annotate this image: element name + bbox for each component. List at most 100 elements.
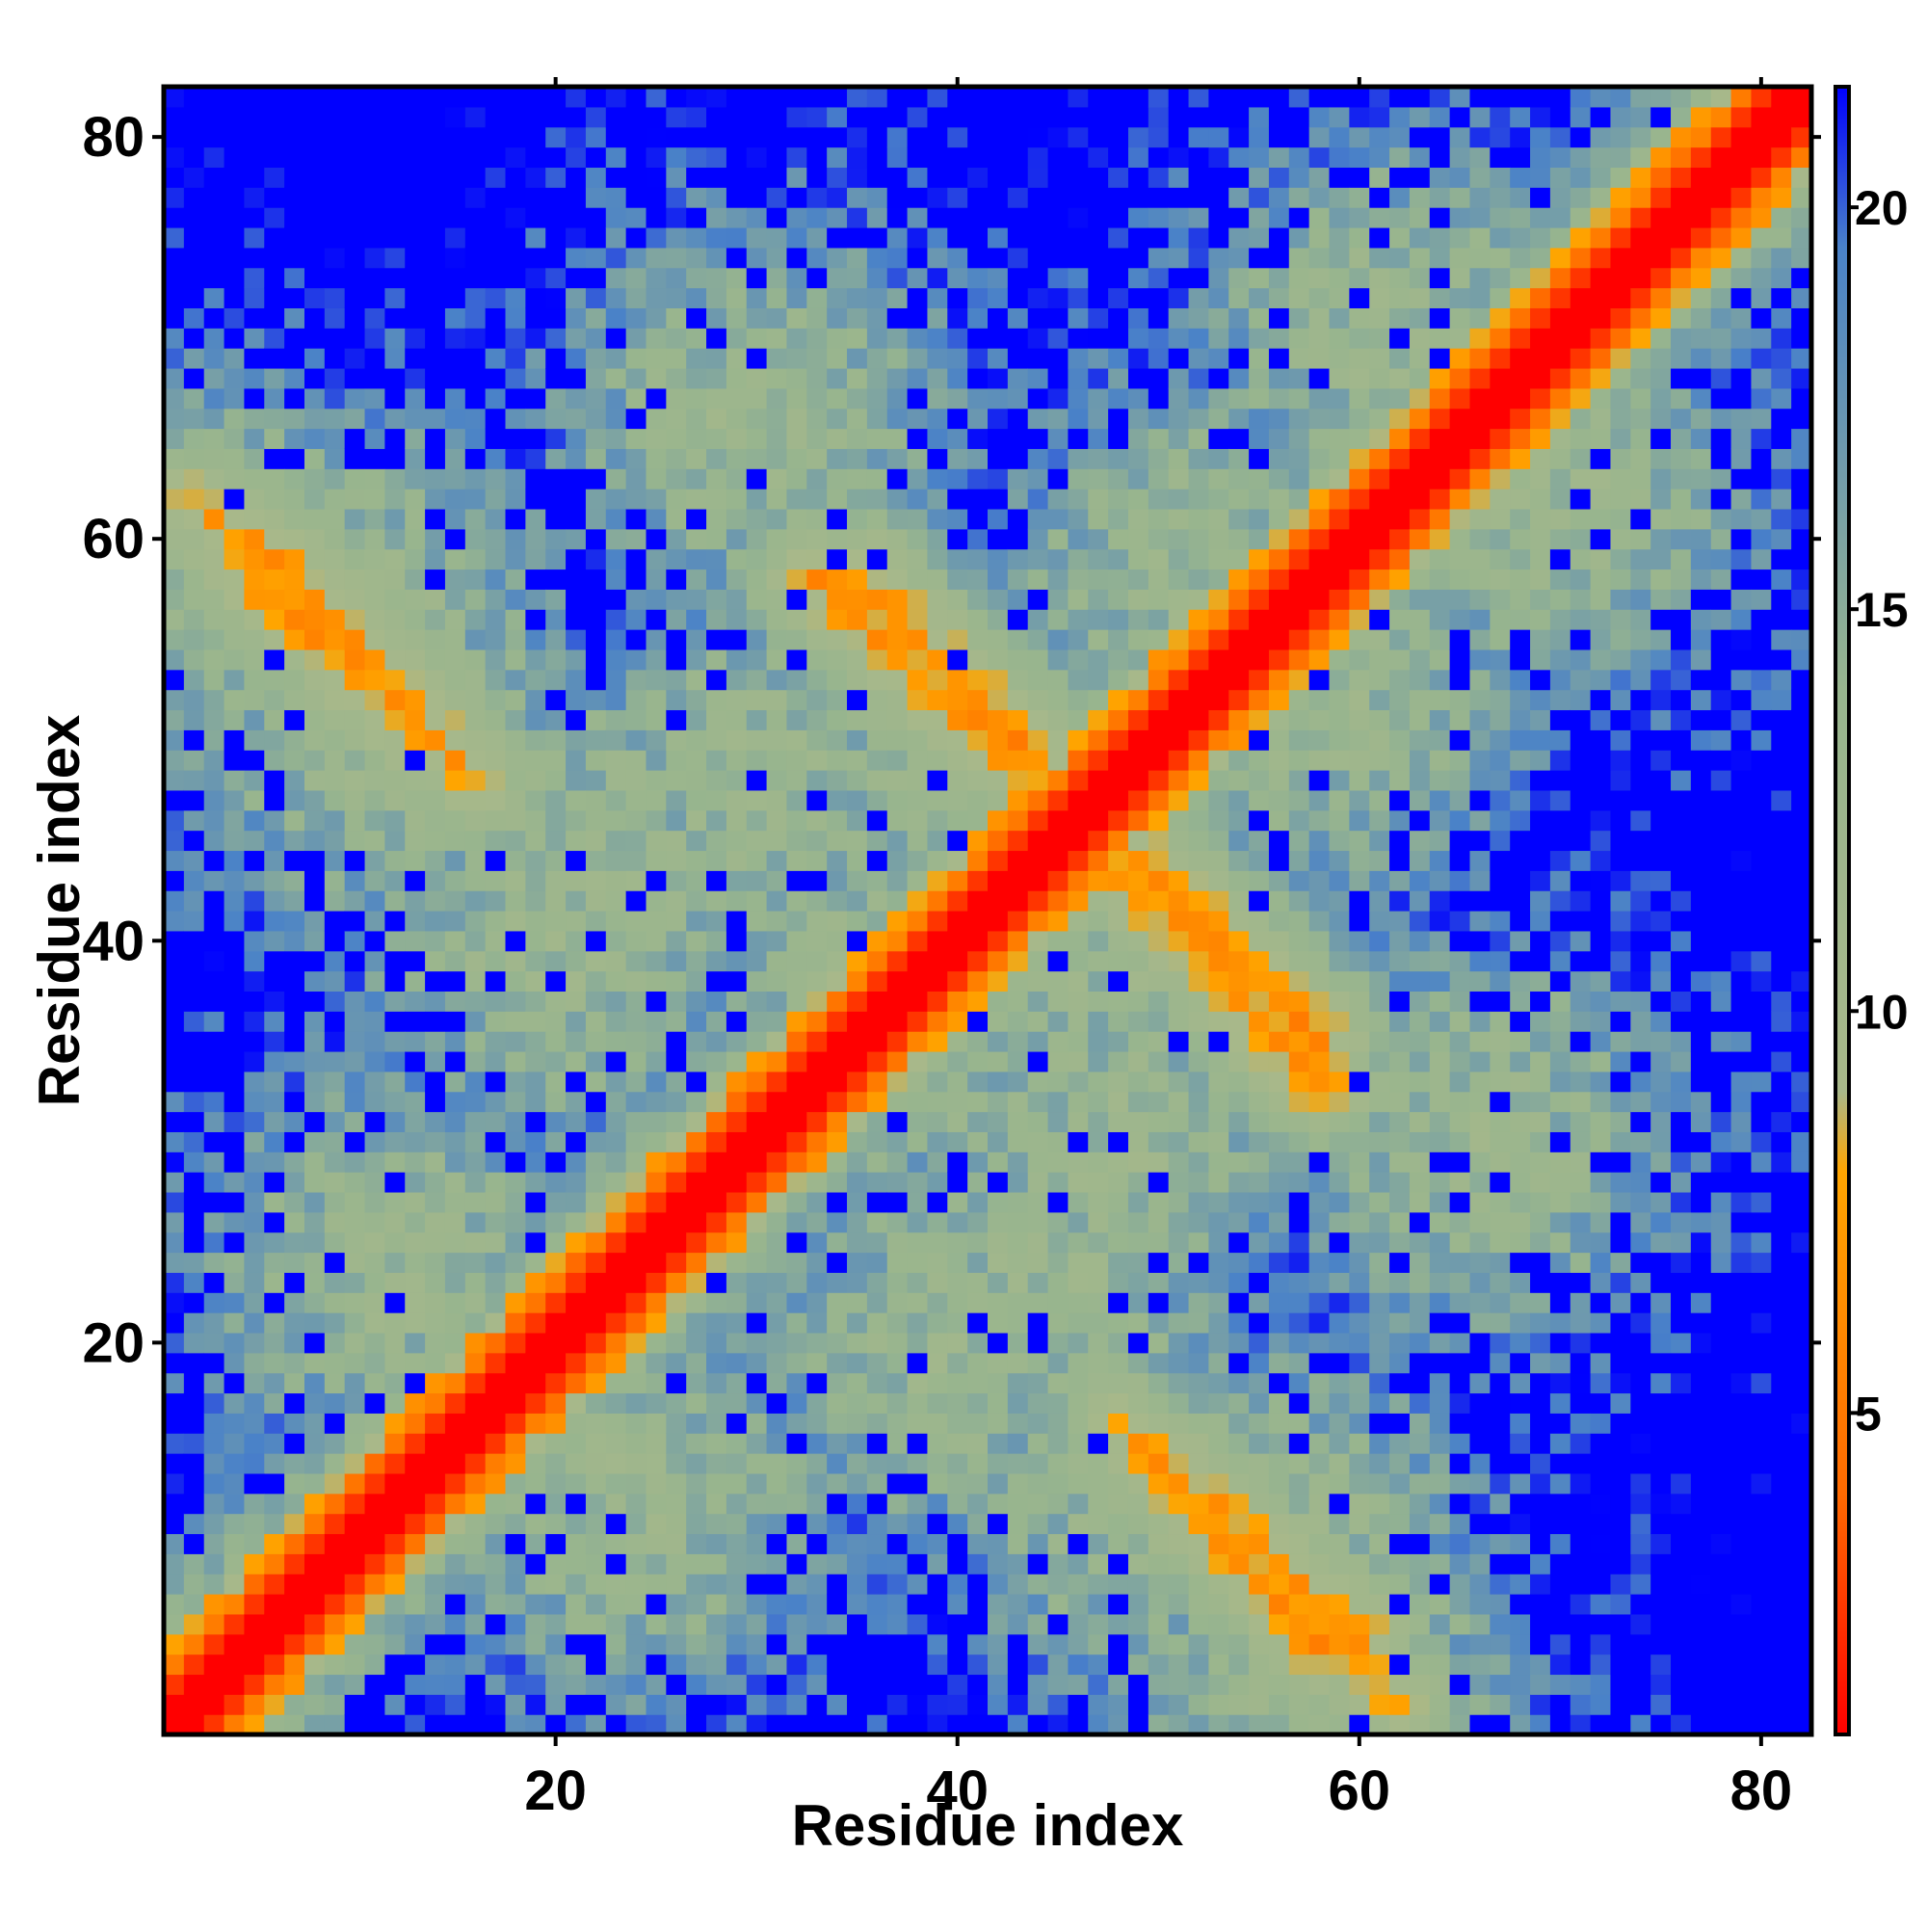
heatmap-cell	[746, 328, 768, 349]
heatmap-cell	[927, 1050, 948, 1072]
heatmap-cell	[786, 890, 807, 912]
heatmap-cell	[1308, 1372, 1331, 1394]
heatmap-cell	[505, 750, 526, 771]
heatmap-cell	[344, 569, 366, 590]
heatmap-cell	[244, 1091, 265, 1113]
heatmap-cell	[666, 1433, 687, 1454]
heatmap-cell	[1047, 609, 1069, 630]
heatmap-cell	[1168, 207, 1190, 228]
heatmap-cell	[605, 850, 627, 871]
heatmap-cell	[164, 548, 185, 570]
heatmap-cell	[284, 770, 305, 791]
heatmap-cell	[324, 1493, 346, 1515]
heatmap-cell	[505, 207, 526, 228]
heatmap-cell	[1228, 468, 1250, 490]
heatmap-cell	[766, 569, 788, 590]
heatmap-cell	[927, 1574, 948, 1595]
heatmap-cell	[224, 87, 246, 108]
heatmap-cell	[1188, 789, 1209, 811]
heatmap-cell	[1047, 428, 1069, 449]
heatmap-cell	[1047, 1151, 1069, 1173]
heatmap-cell	[1047, 287, 1069, 308]
heatmap-cell	[324, 609, 346, 630]
heatmap-cell	[1208, 950, 1229, 972]
heatmap-cell	[444, 850, 466, 871]
heatmap-cell	[806, 508, 828, 530]
heatmap-cell	[806, 1312, 828, 1334]
heatmap-cell	[907, 991, 929, 1012]
heatmap-cell	[947, 1493, 968, 1515]
heatmap-cell	[566, 489, 587, 510]
heatmap-cell	[766, 770, 788, 791]
heatmap-cell	[666, 287, 687, 308]
heatmap-cell	[203, 1231, 225, 1254]
heatmap-cell	[425, 1151, 446, 1173]
heatmap-cell	[786, 408, 807, 430]
heatmap-cell	[264, 991, 285, 1012]
heatmap-cell	[183, 991, 205, 1012]
heatmap-cell	[766, 1231, 788, 1254]
heatmap-cell	[444, 1674, 466, 1695]
heatmap-cell	[304, 1533, 326, 1554]
heatmap-cell	[907, 328, 929, 349]
heatmap-cell	[384, 1694, 406, 1715]
heatmap-cell	[1308, 1493, 1331, 1515]
heatmap-cell	[1108, 167, 1129, 188]
heatmap-cell	[1288, 689, 1310, 711]
heatmap-cell	[1068, 247, 1089, 269]
heatmap-cell	[605, 1031, 627, 1052]
heatmap-cell	[344, 307, 366, 329]
heatmap-cell	[384, 1513, 406, 1535]
heatmap-cell	[605, 1111, 627, 1132]
heatmap-cell	[967, 709, 989, 730]
heatmap-cell	[1188, 991, 1209, 1012]
heatmap-cell	[1268, 609, 1290, 630]
heatmap-cell	[464, 770, 487, 791]
heatmap-cell	[827, 167, 848, 188]
heatmap-cell	[505, 548, 526, 570]
heatmap-cell	[566, 669, 587, 691]
heatmap-cell	[1127, 911, 1149, 932]
heatmap-cell	[364, 1292, 385, 1313]
heatmap-cell	[164, 207, 185, 228]
heatmap-cell	[1349, 709, 1370, 730]
heatmap-cell	[304, 750, 326, 771]
heatmap-cell	[1127, 1151, 1149, 1173]
heatmap-cell	[625, 1594, 647, 1615]
heatmap-cell	[566, 187, 587, 208]
heatmap-cell	[244, 548, 265, 570]
heatmap-cell	[646, 770, 667, 791]
heatmap-cell	[746, 1071, 768, 1093]
heatmap-cell	[464, 508, 487, 530]
heatmap-cell	[666, 1513, 687, 1535]
heatmap-cell	[686, 226, 707, 249]
heatmap-cell	[866, 348, 888, 369]
heatmap-cell	[1208, 648, 1229, 671]
heatmap-cell	[1148, 709, 1170, 730]
heatmap-cell	[1108, 1071, 1129, 1093]
heatmap-cell	[1308, 970, 1331, 992]
heatmap-cell	[605, 970, 627, 992]
heatmap-cell	[1088, 911, 1109, 932]
heatmap-cell	[726, 1714, 748, 1735]
heatmap-cell	[1369, 1272, 1390, 1293]
heatmap-cell	[1308, 1513, 1331, 1535]
heatmap-cell	[1168, 850, 1190, 871]
heatmap-cell	[726, 146, 748, 169]
heatmap-cell	[566, 648, 587, 671]
heatmap-cell	[1208, 1292, 1229, 1313]
heatmap-cell	[806, 970, 828, 992]
heatmap-cell	[585, 126, 607, 148]
heatmap-cell	[1308, 226, 1331, 249]
heatmap-cell	[1208, 1533, 1229, 1554]
heatmap-cell	[505, 408, 526, 430]
heatmap-cell	[1108, 669, 1129, 691]
heatmap-cell	[585, 1553, 607, 1575]
heatmap-cell	[866, 750, 888, 771]
heatmap-cell	[183, 1312, 205, 1334]
heatmap-cell	[1228, 87, 1250, 108]
heatmap-cell	[927, 348, 948, 369]
heatmap-cell	[164, 609, 185, 630]
heatmap-cell	[706, 408, 727, 430]
heatmap-cell	[324, 729, 346, 751]
